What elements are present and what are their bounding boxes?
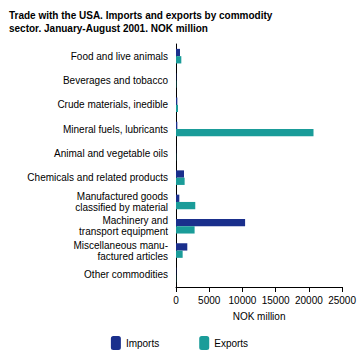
svg-text:Food and live animals: Food and live animals xyxy=(71,51,168,62)
svg-text:Exports: Exports xyxy=(214,338,248,349)
svg-text:Crude materials, inedible: Crude materials, inedible xyxy=(57,99,168,110)
svg-text:transport equipment: transport equipment xyxy=(79,226,168,237)
svg-text:10000: 10000 xyxy=(229,295,257,306)
svg-text:25000: 25000 xyxy=(328,295,356,306)
svg-text:5000: 5000 xyxy=(198,295,221,306)
svg-text:Other commodities: Other commodities xyxy=(84,269,168,280)
svg-text:classified by material: classified by material xyxy=(75,202,168,213)
svg-text:0: 0 xyxy=(173,295,179,306)
svg-text:Miscellaneous manu-: Miscellaneous manu- xyxy=(74,240,169,251)
svg-text:Imports: Imports xyxy=(126,338,159,349)
svg-text:Manufactured goods: Manufactured goods xyxy=(77,191,168,202)
svg-text:Machinery and: Machinery and xyxy=(102,215,168,226)
svg-text:15000: 15000 xyxy=(262,295,290,306)
svg-text:Trade with the USA. Imports an: Trade with the USA. Imports and exports … xyxy=(9,10,273,21)
svg-text:factured articles: factured articles xyxy=(97,251,168,262)
svg-text:Beverages and tobacco: Beverages and tobacco xyxy=(63,75,169,86)
svg-text:NOK million: NOK million xyxy=(233,311,286,322)
svg-text:Chemicals and related products: Chemicals and related products xyxy=(27,172,168,183)
svg-text:Animal and vegetable oils: Animal and vegetable oils xyxy=(54,148,168,159)
svg-text:20000: 20000 xyxy=(295,295,323,306)
svg-text:sector. January-August 2001. N: sector. January-August 2001. NOK million xyxy=(9,23,208,34)
svg-text:Mineral fuels, lubricants: Mineral fuels, lubricants xyxy=(63,124,168,135)
